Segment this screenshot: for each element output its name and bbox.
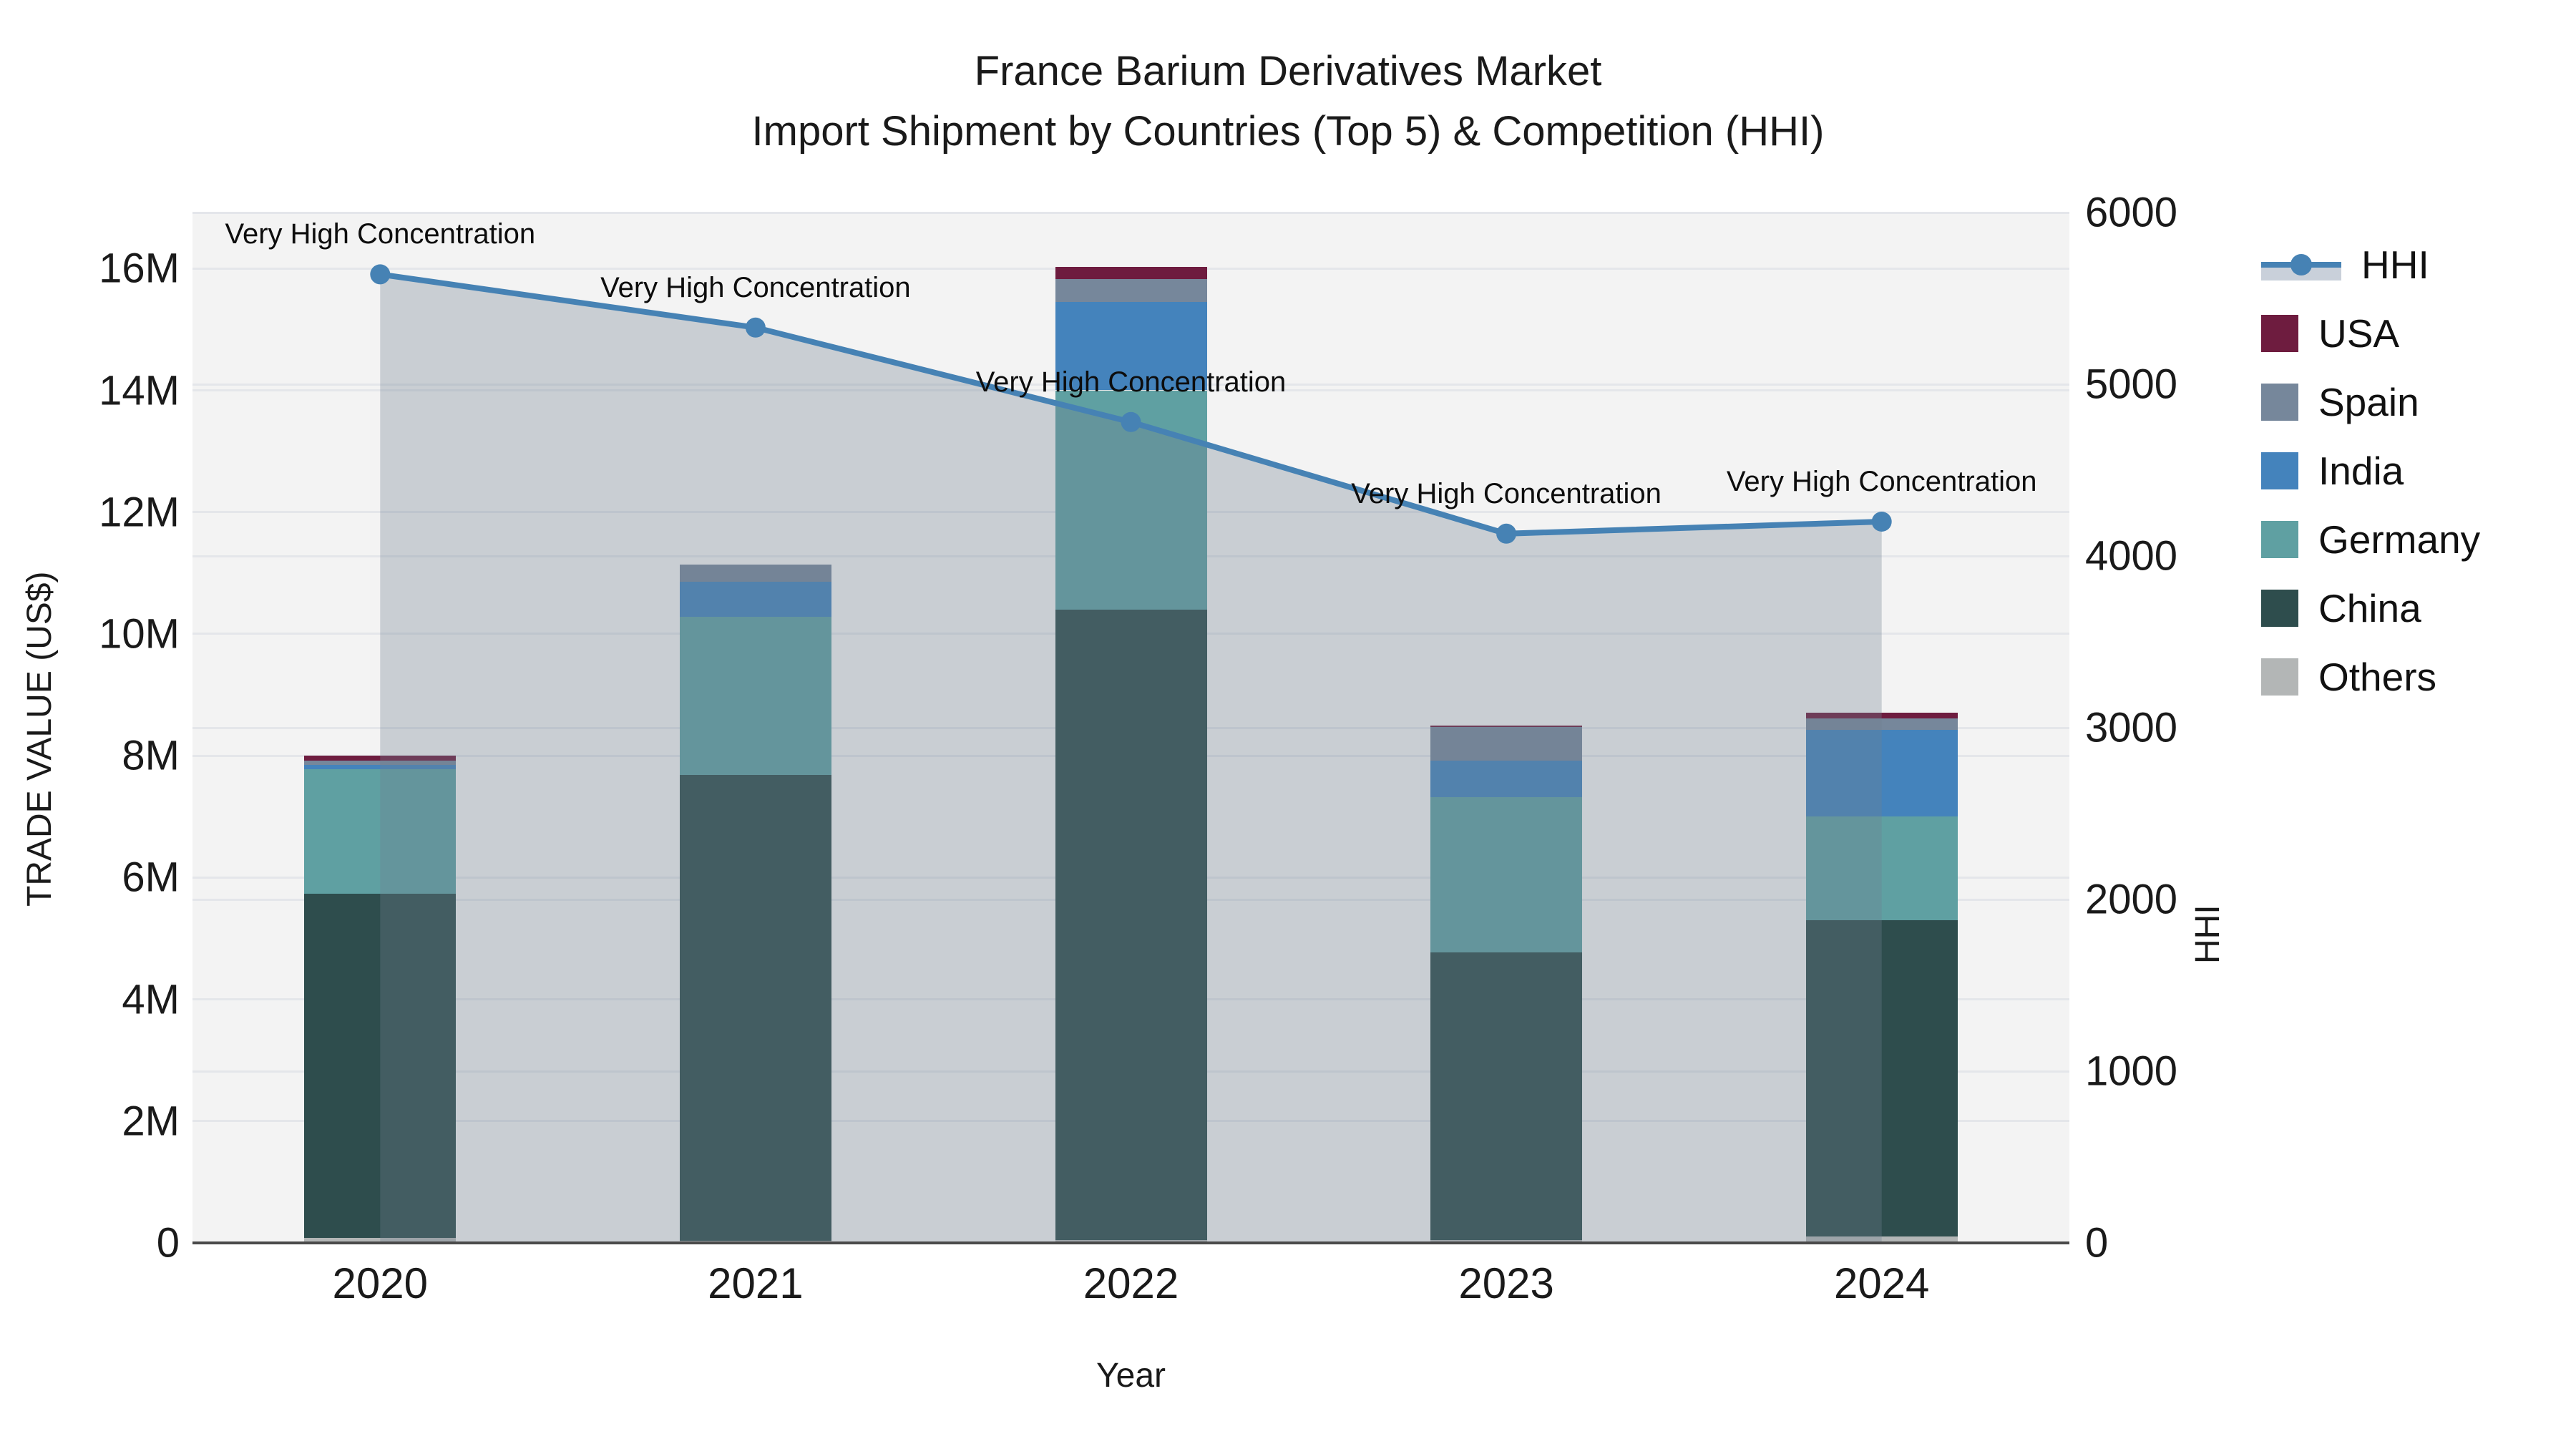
x-tick-label-2023: 2023 <box>1458 1259 1554 1307</box>
y-right-tick-label: 3000 <box>2085 704 2178 751</box>
bar-segment-china-2023 <box>1430 952 1583 1240</box>
legend: HHI USA Spain India Germany China Others <box>2261 230 2480 711</box>
bar-segment-usa-2022 <box>1055 266 1207 279</box>
legend-item-spain: Spain <box>2261 368 2480 436</box>
y-left-tick-label: 4M <box>122 976 180 1023</box>
y-axis-left-title: TRADE VALUE (US$) <box>21 571 59 907</box>
bar-segment-india-2020 <box>304 764 457 769</box>
hhi-area-fill <box>380 274 1882 1243</box>
bar-segment-germany-2024 <box>1805 816 1958 920</box>
bar-segment-china-2024 <box>1805 919 1958 1237</box>
bar-segment-usa-2020 <box>304 756 457 761</box>
legend-item-usa: USA <box>2261 299 2480 368</box>
bar-segment-china-2020 <box>304 894 457 1239</box>
y-left-tick-label: 6M <box>122 854 180 901</box>
legend-swatch-india <box>2261 452 2298 489</box>
bar-segment-india-2021 <box>679 581 831 618</box>
bar-segment-others-2020 <box>304 1238 457 1243</box>
annotation-2022: Very High Concentration <box>975 366 1287 398</box>
legend-label: Germany <box>2318 517 2481 562</box>
chart-title-line2: Import Shipment by Countries (Top 5) & C… <box>751 108 1825 155</box>
x-axis-line <box>192 1241 2069 1244</box>
legend-swatch-others <box>2261 658 2298 696</box>
y-left-tick-label: 0 <box>156 1219 180 1267</box>
hhi-marker-2021 <box>745 317 766 338</box>
hhi-marker-2024 <box>1871 512 1892 532</box>
annotation-2020: Very High Concentration <box>225 218 536 250</box>
y-left-tick-label: 12M <box>99 489 180 536</box>
bar-segment-others-2022 <box>1055 1239 1207 1243</box>
legend-swatch-china <box>2261 590 2298 627</box>
y-right-tick-label: 4000 <box>2085 532 2178 580</box>
hhi-marker-2022 <box>1121 411 1141 432</box>
legend-item-india: India <box>2261 436 2480 505</box>
bar-segment-china-2022 <box>1055 609 1207 1240</box>
bar-segment-india-2023 <box>1430 760 1583 798</box>
legend-label: USA <box>2318 311 2400 356</box>
bar-segment-china-2021 <box>679 775 831 1241</box>
y-right-tick-label: 0 <box>2085 1219 2109 1267</box>
hhi-legend-sample-icon <box>2261 246 2341 283</box>
y-right-tick-label: 5000 <box>2085 361 2178 408</box>
y-left-tick-label: 16M <box>99 245 180 292</box>
gridline-right-axis <box>192 211 2069 214</box>
bar-segment-usa-2024 <box>1805 712 1958 719</box>
legend-swatch-spain <box>2261 384 2298 421</box>
bar-segment-usa-2023 <box>1430 725 1583 728</box>
bar-segment-germany-2021 <box>679 617 831 776</box>
legend-label: Others <box>2318 655 2437 699</box>
y-left-tick-label: 2M <box>122 1098 180 1145</box>
hhi-line-layer <box>370 264 1892 1243</box>
hhi-marker-2020 <box>370 264 391 285</box>
x-axis-title: Year <box>1096 1357 1166 1395</box>
legend-label: India <box>2318 449 2404 493</box>
legend-label: Spain <box>2318 380 2419 424</box>
bar-segment-germany-2023 <box>1430 797 1583 953</box>
y-axis-right-title: HHI <box>2189 904 2227 964</box>
plot-area: Very High Concentration Very High Concent… <box>192 211 2069 1243</box>
bar-segment-spain-2022 <box>1055 278 1207 303</box>
annotation-2021: Very High Concentration <box>600 271 911 303</box>
y-right-tick-label: 6000 <box>2085 189 2178 236</box>
x-tick-label-2020: 2020 <box>332 1259 429 1307</box>
legend-item-others: Others <box>2261 643 2480 711</box>
bar-segment-germany-2020 <box>304 769 457 894</box>
legend-swatch-germany <box>2261 521 2298 558</box>
bar-segment-others-2024 <box>1805 1236 1958 1243</box>
legend-swatch-usa <box>2261 315 2298 352</box>
y-left-tick-label: 14M <box>99 367 180 414</box>
bar-segment-spain-2021 <box>679 564 831 582</box>
chart-title-line1: France Barium Derivatives Market <box>974 48 1602 94</box>
hhi-marker-2023 <box>1496 523 1517 544</box>
bar-segment-others-2023 <box>1430 1239 1583 1243</box>
legend-item-hhi: HHI <box>2261 230 2480 299</box>
bar-segment-spain-2024 <box>1805 718 1958 730</box>
legend-label: HHI <box>2361 243 2429 287</box>
y-left-tick-label: 10M <box>99 610 180 658</box>
x-tick-label-2021: 2021 <box>708 1259 804 1307</box>
bar-segment-india-2022 <box>1055 302 1207 391</box>
x-tick-label-2024: 2024 <box>1833 1259 1930 1307</box>
legend-item-germany: Germany <box>2261 505 2480 574</box>
chart-title: France Barium Derivatives Market Import … <box>0 42 2576 162</box>
y-right-tick-label: 2000 <box>2085 876 2178 923</box>
bar-segment-spain-2020 <box>304 760 457 765</box>
annotation-2024: Very High Concentration <box>1726 466 2037 497</box>
y-right-tick-label: 1000 <box>2085 1048 2178 1095</box>
legend-item-china: China <box>2261 574 2480 643</box>
legend-label: China <box>2318 586 2421 630</box>
x-tick-label-2022: 2022 <box>1083 1259 1179 1307</box>
y-left-tick-label: 8M <box>122 732 180 779</box>
bar-segment-spain-2023 <box>1430 727 1583 761</box>
bar-segment-india-2024 <box>1805 729 1958 817</box>
hhi-marker-swatch <box>2290 254 2312 275</box>
annotation-2023: Very High Concentration <box>1351 477 1662 509</box>
